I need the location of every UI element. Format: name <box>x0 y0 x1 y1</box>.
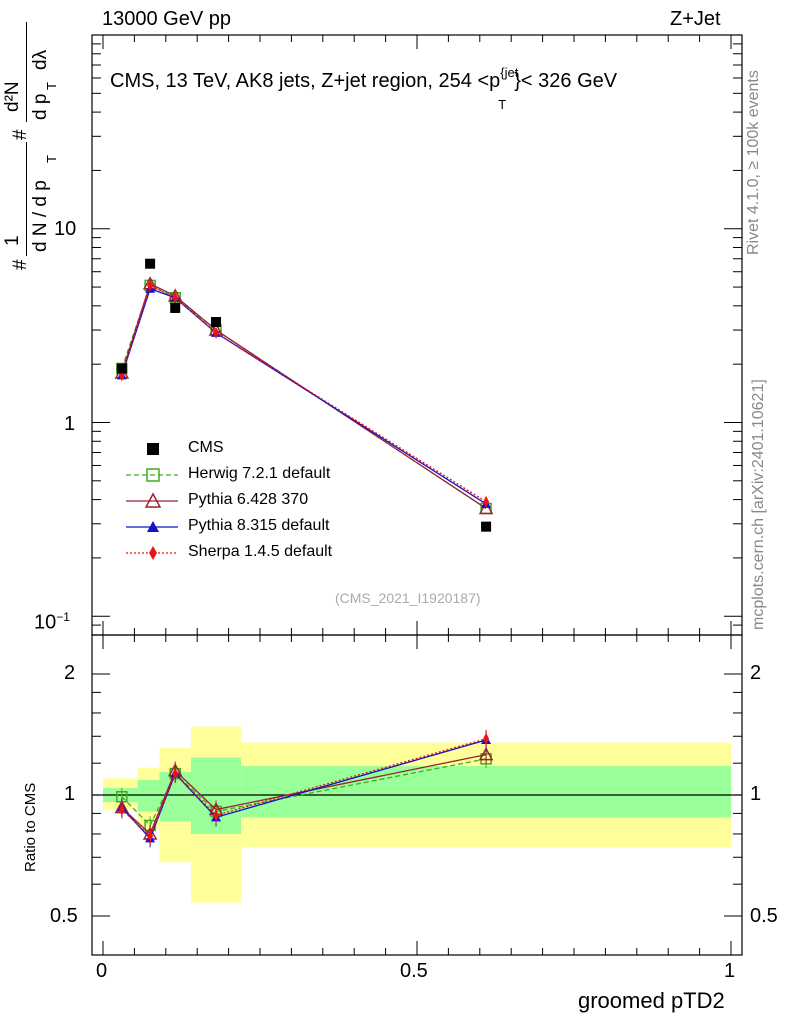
ylabel-one: 1 <box>2 235 23 246</box>
ylabel-dlambda: dλ <box>30 49 51 70</box>
legend-marker-4 <box>149 546 157 560</box>
ylabel-frac-line-1 <box>26 142 27 256</box>
legend-marker-1 <box>146 468 160 482</box>
analysis-watermark: (CMS_2021_I1920187) <box>335 590 481 606</box>
ratio-panel-series <box>114 729 494 848</box>
ratio-point-sherpa-1-4-5-default-1 <box>147 830 154 843</box>
main-point-cms-2 <box>170 302 181 313</box>
ratio-point-sherpa-1-4-5-default-4 <box>483 732 490 745</box>
ratio-uncertainty-bands <box>103 726 731 903</box>
title-prefix: CMS, 13 TeV, AK8 jets, Z+jet region, 254… <box>110 70 501 92</box>
header-collision-energy: 13000 GeV pp <box>102 8 231 30</box>
main-point-cms-4 <box>481 521 492 532</box>
main-point-pythia-6-428-370-4 <box>478 500 494 515</box>
ratio-panel-frame <box>91 634 743 956</box>
main-ytick-label-10: 10 <box>54 218 77 240</box>
ratio-ytick-label-1-left: 1 <box>64 783 76 805</box>
rivet-version-label: Rivet 4.1.0, ≥ 100k events <box>745 70 762 255</box>
main-point-sherpa-1-4-5-default-4 <box>483 495 490 508</box>
legend-marker-2 <box>144 492 162 508</box>
stat-uncertainty-band-4 <box>241 766 731 818</box>
ylabel-d2n: d²N <box>2 81 23 112</box>
x-axis-label: groomed pTD2 <box>578 988 725 1013</box>
title-superscript: {jet <box>500 65 519 80</box>
ratio-ytick-label-2-right: 2 <box>750 662 762 684</box>
main-point-sherpa-1-4-5-default-2 <box>172 291 179 304</box>
legend-markers <box>126 443 178 560</box>
title-subscript: T <box>498 97 507 112</box>
ratio-series-line-sherpa-1-4-5-default <box>121 738 487 838</box>
legend-label-pythia8: Pythia 8.315 default <box>188 517 330 534</box>
header-process: Z+Jet <box>670 8 721 30</box>
main-point-cms-3 <box>211 317 222 328</box>
ratio-ytick-label-1-right: 1 <box>750 783 762 805</box>
main-panel-frame <box>91 34 743 636</box>
main-point-sherpa-1-4-5-default-1 <box>147 279 154 292</box>
ylabel-denominator: d N / d p <box>30 180 51 252</box>
legend-marker-0 <box>147 443 159 455</box>
ratio-ytick-label-2-left: 2 <box>64 662 76 684</box>
ylabel-hash-2: # <box>10 129 31 140</box>
main-ytick-label-0.1: 10−1 <box>34 610 70 634</box>
mcplots-reference-label: mcplots.cern.ch [arXiv:2401.10621] <box>750 379 767 630</box>
main-panel-series <box>114 258 494 532</box>
ylabel-sub-t-1: T <box>44 155 59 163</box>
legend-label-sherpa: Sherpa 1.4.5 default <box>188 543 333 560</box>
xtick-label-1: 1 <box>724 960 736 982</box>
main-ytick-exponent: −1 <box>56 610 70 624</box>
main-point-cms-0 <box>116 363 127 374</box>
main-panel-title: CMS, 13 TeV, AK8 jets, Z+jet region, 254… <box>110 65 618 112</box>
ratio-y-axis-label: Ratio to CMS <box>22 782 39 872</box>
xtick-label-0: 0 <box>96 960 108 982</box>
legend-label-pythia6: Pythia 6.428 370 <box>188 491 309 508</box>
ratio-point-pythia-6-428-370-4 <box>478 747 494 761</box>
ylabel-frac-line-2 <box>26 22 27 122</box>
ylabel-dpt: d p <box>30 93 51 120</box>
ratio-point-sherpa-1-4-5-default-2 <box>172 767 179 780</box>
ylabel-hash-1: # <box>10 259 31 270</box>
main-ytick-label-1: 1 <box>64 413 76 435</box>
ratio-point-sherpa-1-4-5-default-0 <box>118 803 125 816</box>
stat-uncertainty-band-1 <box>137 779 160 812</box>
legend-marker-3 <box>147 521 159 532</box>
main-point-cms-1 <box>145 258 156 269</box>
main-point-sherpa-1-4-5-default-3 <box>213 326 220 339</box>
title-suffix: }< 326 GeV <box>514 70 618 92</box>
legend-label-herwig: Herwig 7.2.1 default <box>188 465 331 482</box>
xtick-label-0.5: 0.5 <box>400 960 428 982</box>
ratio-ytick-label-0.5-left: 0.5 <box>50 905 78 927</box>
legend-label-cms: CMS <box>188 439 224 456</box>
ratio-point-sherpa-1-4-5-default-3 <box>213 809 220 822</box>
ratio-ytick-label-0.5-right: 0.5 <box>750 905 778 927</box>
ylabel-sub-t-2: T <box>44 82 59 90</box>
